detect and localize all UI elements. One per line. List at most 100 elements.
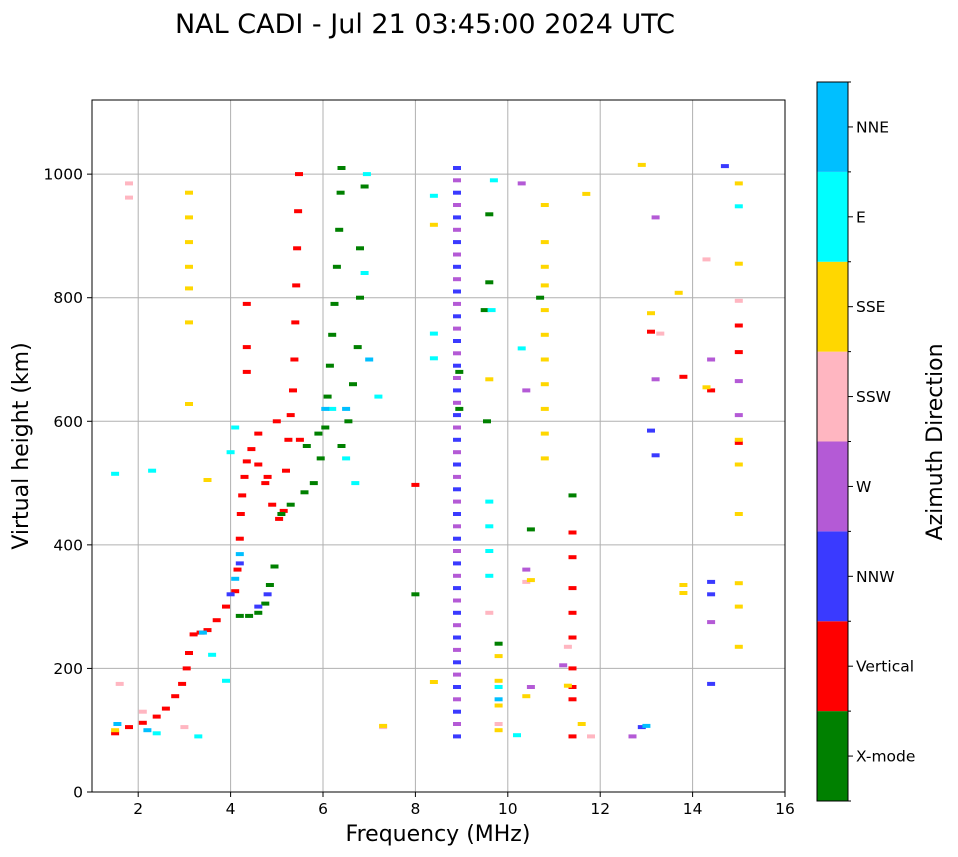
data-point-vertical <box>242 459 251 464</box>
data-point-nne <box>143 728 152 733</box>
x-tick-label: 10 <box>498 800 518 818</box>
data-points <box>111 162 743 739</box>
x-tick-label: 14 <box>683 800 703 818</box>
data-point-nnw <box>453 339 461 343</box>
data-point-vertical <box>411 482 420 487</box>
data-point-e <box>485 524 494 529</box>
data-point-nnw <box>453 388 461 393</box>
data-point-x-mode <box>356 295 364 300</box>
data-point-vertical <box>568 635 577 640</box>
data-point-sse <box>185 402 193 406</box>
data-point-vertical <box>111 731 120 736</box>
data-point-vertical <box>568 697 577 702</box>
data-point-x-mode <box>349 382 357 387</box>
data-point-nnw <box>453 437 461 442</box>
data-point-e <box>485 573 494 578</box>
data-point-sse <box>185 215 193 220</box>
data-point-sse <box>185 264 193 269</box>
data-point-e <box>429 356 438 361</box>
data-point-vertical <box>233 567 242 572</box>
data-point-x-mode <box>270 564 279 569</box>
data-point-nnw <box>453 166 461 170</box>
data-point-vertical <box>152 714 161 719</box>
data-point-sse <box>540 382 549 387</box>
data-point-e <box>517 346 526 351</box>
y-tick-label: 1000 <box>44 166 83 184</box>
data-point-x-mode <box>455 369 464 374</box>
data-point-vertical <box>268 502 277 507</box>
data-point-w <box>453 623 461 628</box>
data-point-sse <box>494 654 503 659</box>
data-point-w <box>707 357 716 362</box>
data-point-vertical <box>279 508 288 513</box>
data-point-sse <box>522 694 531 699</box>
data-point-w <box>651 215 660 220</box>
data-point-w <box>453 697 461 702</box>
data-point-sse <box>494 703 503 708</box>
data-point-ssw <box>138 709 147 714</box>
data-point-nnw <box>453 635 461 640</box>
data-point-sse <box>111 728 120 733</box>
data-point-sse <box>734 512 743 516</box>
data-point-x-mode <box>300 490 309 495</box>
data-point-sse <box>540 308 549 313</box>
data-point-x-mode <box>245 613 254 618</box>
data-point-e <box>734 204 743 209</box>
data-point-vertical <box>203 628 212 633</box>
data-point-nnw <box>453 610 461 615</box>
data-point-nnw <box>453 685 461 689</box>
data-point-vertical <box>290 357 299 362</box>
data-point-x-mode <box>480 308 489 313</box>
data-point-x-mode <box>485 212 494 217</box>
data-point-w <box>453 450 461 455</box>
colorbar-label: W <box>856 478 871 496</box>
data-point-vertical <box>171 694 180 699</box>
data-point-e <box>362 172 371 177</box>
colorbar: X-mode Vertical NNW W SSW SSE E NNE <box>816 81 915 802</box>
data-point-x-mode <box>302 444 311 448</box>
data-point-w <box>522 388 531 393</box>
data-point-e <box>226 450 235 455</box>
data-point-vertical <box>242 301 251 306</box>
data-point-w <box>453 598 461 603</box>
colorbar-label: X-mode <box>856 748 915 766</box>
data-point-nnw <box>453 734 461 739</box>
data-point-ssw <box>522 579 531 584</box>
y-tick-label: 600 <box>53 413 83 431</box>
data-point-e <box>208 652 217 657</box>
colorbar-segment <box>817 441 848 532</box>
data-point-ssw <box>485 610 494 615</box>
data-point-vertical <box>734 323 743 328</box>
data-point-w <box>651 377 660 382</box>
data-point-ssw <box>656 331 665 336</box>
data-point-sse <box>582 191 591 196</box>
data-point-vertical <box>247 447 256 452</box>
data-point-sse <box>647 311 655 316</box>
colorbar-segment <box>817 261 848 352</box>
data-point-vertical <box>185 651 193 655</box>
data-point-w <box>453 549 461 553</box>
x-tick-label: 16 <box>775 800 795 818</box>
data-point-e <box>342 456 351 461</box>
x-tick-label: 4 <box>226 800 236 818</box>
data-point-vertical <box>282 468 290 473</box>
data-point-nne <box>113 722 122 726</box>
data-point-sse <box>734 462 743 467</box>
colorbar-label: SSE <box>856 298 885 316</box>
data-point-x-mode <box>485 280 494 285</box>
data-point-w <box>453 252 461 257</box>
data-point-w <box>453 326 461 331</box>
colorbar-label: SSW <box>856 388 891 406</box>
data-point-x-mode <box>536 295 545 300</box>
data-point-e <box>360 271 369 275</box>
data-point-x-mode <box>309 481 318 486</box>
data-point-sse <box>540 283 549 288</box>
data-point-nne <box>642 723 651 728</box>
data-point-sse <box>203 478 212 482</box>
data-point-ssw <box>563 644 572 649</box>
data-point-w <box>453 425 461 430</box>
data-point-vertical <box>734 350 743 355</box>
y-tick-label: 800 <box>53 289 83 307</box>
y-ticks: 0 200 400 600 800 1000 <box>44 166 92 802</box>
data-point-sse <box>702 385 711 390</box>
